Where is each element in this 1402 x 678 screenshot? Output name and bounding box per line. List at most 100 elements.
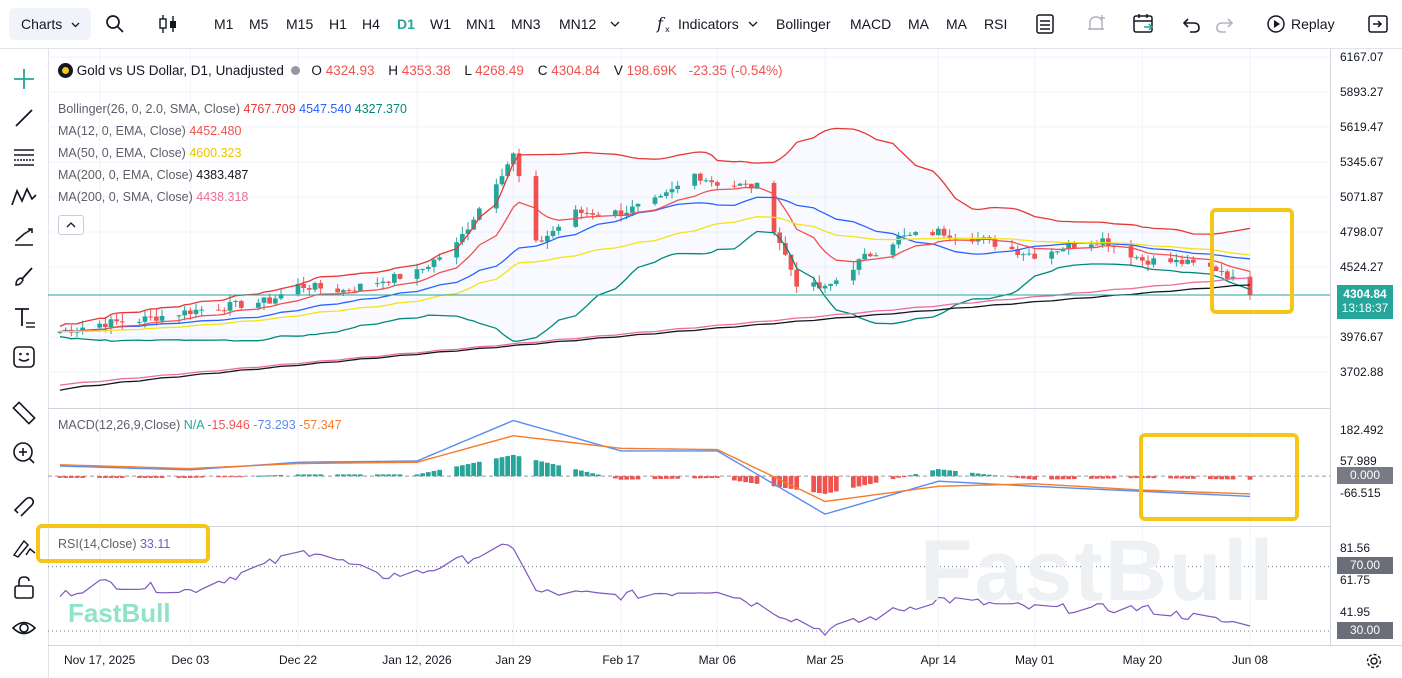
calendar-icon[interactable] <box>1132 12 1156 36</box>
macd-histogram-bar <box>267 475 273 477</box>
macd-histogram-bar <box>187 476 193 478</box>
alert-icon[interactable] <box>1085 13 1107 35</box>
chevron-down-icon[interactable] <box>748 19 758 29</box>
timeframe-mn12[interactable]: MN12 <box>559 16 597 32</box>
brush-icon[interactable] <box>12 265 36 289</box>
close-value: 4304.84 <box>551 63 601 78</box>
price-overlay-lines <box>48 127 1330 391</box>
macd-histogram-bar <box>856 476 862 487</box>
candle-body <box>1026 253 1032 255</box>
macd-histogram-bar <box>136 476 142 478</box>
quick-indicator-ma-2[interactable]: MA <box>946 16 967 32</box>
candle-body <box>612 210 618 215</box>
ruler-icon[interactable] <box>12 401 36 425</box>
macd-histogram-bar <box>833 476 839 492</box>
charts-menu-button[interactable]: Charts <box>9 8 91 40</box>
replay-icon <box>1267 15 1285 33</box>
watermark-large: FastBull <box>920 523 1276 619</box>
undo-icon[interactable] <box>1182 14 1202 34</box>
legend-bollinger[interactable]: Bollinger(26, 0, 2.0, SMA, Close) 4767.7… <box>58 102 407 116</box>
macd-histogram-bar <box>1168 476 1174 479</box>
legend-macd[interactable]: MACD(12,26,9,Close) N/A -15.946 -73.293 … <box>58 418 342 432</box>
collapse-legend-button[interactable] <box>58 215 84 235</box>
candle-body <box>278 294 284 299</box>
price-axis-label: 5893.27 <box>1340 85 1384 99</box>
legend-ma-12-ema[interactable]: MA(12, 0, EMA, Close) 4452.480 <box>58 124 242 138</box>
timeframe-mn3[interactable]: MN3 <box>511 16 541 32</box>
stay-drawing-icon[interactable] <box>10 535 38 559</box>
macd-histogram-bar <box>380 474 386 477</box>
macd-histogram-bar <box>352 474 358 477</box>
text-tool-icon[interactable] <box>12 305 38 331</box>
horizontal-lines-icon[interactable] <box>12 145 36 169</box>
change-value: -23.35 (-0.54%) <box>688 63 783 78</box>
timeframe-h4[interactable]: H4 <box>362 16 380 32</box>
trend-line-icon[interactable] <box>12 106 36 130</box>
candle-body <box>629 206 635 213</box>
candle-body <box>782 243 788 255</box>
magnet-icon[interactable] <box>12 495 36 519</box>
search-icon[interactable] <box>105 14 125 34</box>
legend-ma-200-sma[interactable]: MA(200, 0, SMA, Close) 4438.318 <box>58 190 249 204</box>
macd-histogram-bar <box>1009 476 1015 478</box>
ema-12-line <box>59 186 1251 333</box>
exit-fullscreen-icon[interactable] <box>1368 14 1388 34</box>
time-axis-label: Dec 22 <box>278 653 318 667</box>
template-icon[interactable] <box>1035 13 1055 35</box>
replay-button[interactable]: Replay <box>1291 16 1335 32</box>
pattern-icon[interactable] <box>10 185 38 209</box>
pane-separator-rsi[interactable] <box>48 526 1330 527</box>
rsi-axis-label: 81.56 <box>1340 541 1371 555</box>
timeframe-h1[interactable]: H1 <box>329 16 347 32</box>
visibility-eye-icon[interactable] <box>11 617 37 639</box>
macd-histogram-bar <box>1049 476 1055 480</box>
quick-indicator-rsi[interactable]: RSI <box>984 16 1008 32</box>
settings-gear-icon[interactable] <box>1365 652 1383 670</box>
zoom-in-icon[interactable] <box>12 441 36 465</box>
timeframe-m5[interactable]: M5 <box>249 16 269 32</box>
projection-icon[interactable] <box>12 225 36 249</box>
macd-histogram-bar <box>544 462 550 477</box>
candle-body <box>318 283 324 289</box>
macd-histogram-bar <box>618 476 624 480</box>
crosshair-icon[interactable] <box>12 67 36 91</box>
quick-indicator-bollinger[interactable]: Bollinger <box>776 16 831 32</box>
redo-icon[interactable] <box>1214 14 1234 34</box>
macd-histogram-bar <box>142 476 148 478</box>
macd-histogram-bar <box>896 476 902 478</box>
macd-histogram-bar <box>828 476 834 493</box>
macd-histogram-bar <box>743 476 749 483</box>
candle-body <box>658 195 664 198</box>
macd-histogram-bar <box>754 476 760 484</box>
timeframe-m1[interactable]: M1 <box>214 16 234 32</box>
candle-body <box>1145 260 1151 265</box>
candle-body <box>193 309 199 315</box>
emoji-icon[interactable] <box>12 345 36 369</box>
macd-histogram-bar <box>811 476 817 493</box>
price-axis-label: 6167.07 <box>1340 50 1384 64</box>
quick-indicator-macd[interactable]: MACD <box>850 16 892 32</box>
pane-separator-macd[interactable] <box>48 408 1330 409</box>
open-label: O <box>311 63 322 78</box>
legend-ma-50-ema[interactable]: MA(50, 0, EMA, Close) 4600.323 <box>58 146 242 160</box>
timeframe-w1[interactable]: W1 <box>430 16 451 32</box>
candle-body <box>754 182 760 189</box>
timeframe-d1[interactable]: D1 <box>397 16 415 32</box>
legend-rsi[interactable]: RSI(14,Close) 33.11 <box>58 537 171 551</box>
quick-indicator-ma-1[interactable]: MA <box>908 16 929 32</box>
price-axis-border <box>1330 49 1331 645</box>
drawing-tools-sidebar <box>0 49 49 678</box>
legend-ma-200-ema[interactable]: MA(200, 0, EMA, Close) 4383.487 <box>58 168 249 182</box>
macd-histogram-bar <box>697 476 703 479</box>
timeframe-mn1[interactable]: MN1 <box>466 16 496 32</box>
macd-histogram-bar <box>176 476 182 478</box>
candle-body <box>635 203 641 207</box>
candlestick-type-icon[interactable] <box>157 13 179 35</box>
indicators-button[interactable]: Indicators <box>678 16 739 32</box>
lock-icon[interactable] <box>12 575 36 601</box>
timeframe-more-chevron-icon[interactable] <box>610 19 620 29</box>
macd-histogram-bar <box>1173 476 1179 479</box>
macd-histogram-bar <box>794 476 800 490</box>
timeframe-m15[interactable]: M15 <box>286 16 314 32</box>
